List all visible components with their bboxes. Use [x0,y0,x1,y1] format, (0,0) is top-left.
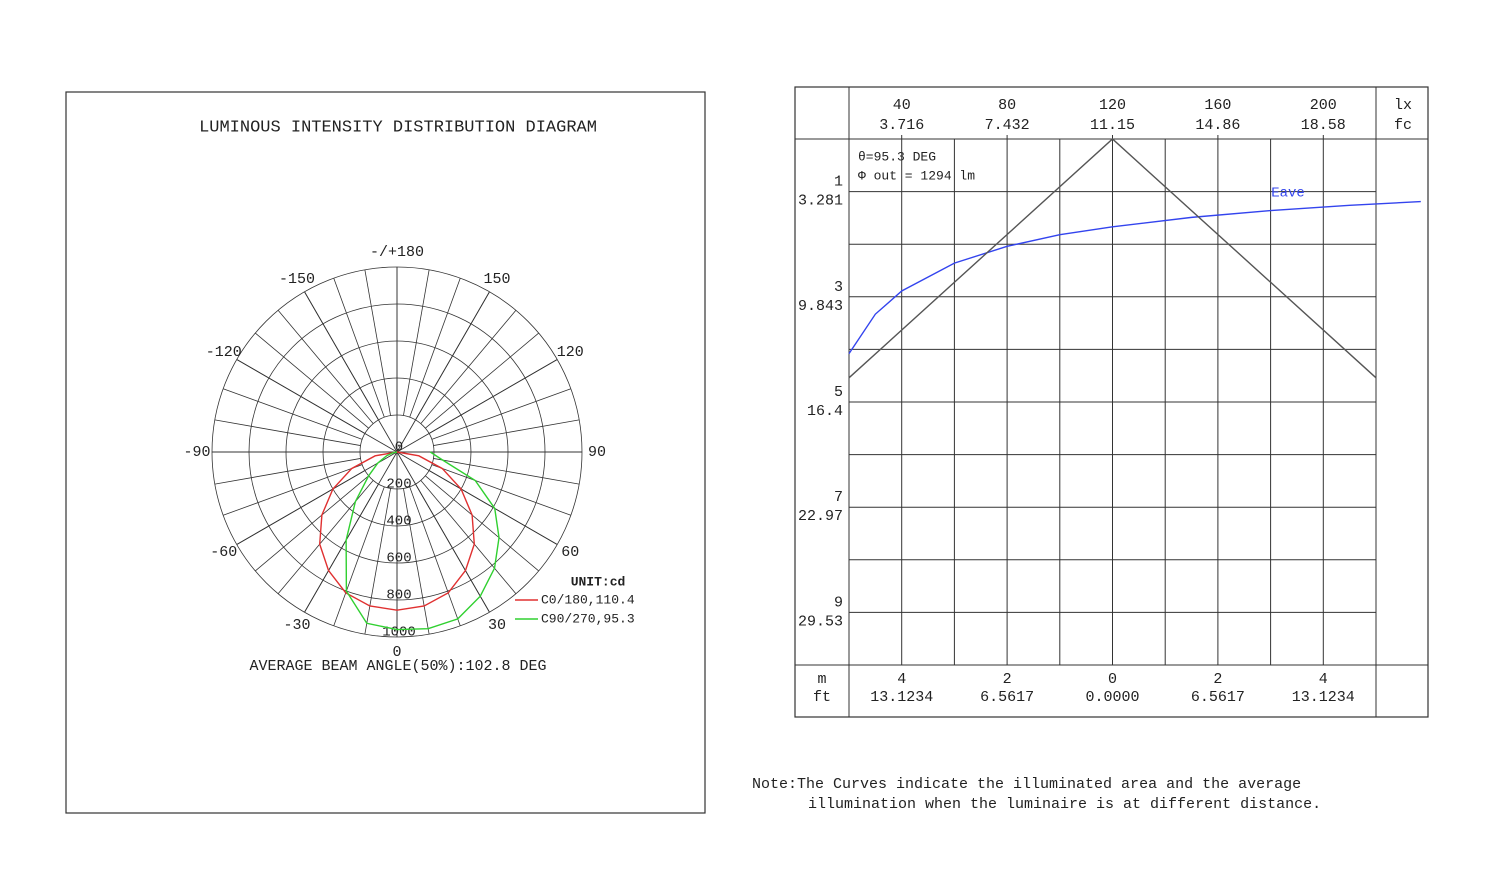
lux-tick-label: 160 [1204,97,1231,114]
lux-tick-label: 200 [1310,97,1337,114]
radial-label: 600 [386,551,411,567]
note-line: Note:The Curves indicate the illuminated… [752,776,1301,793]
x-tick-label-ft: 6.5617 [980,689,1034,706]
x-tick-label-ft: 6.5617 [1191,689,1245,706]
left-frame [65,91,706,814]
angle-label: 120 [557,344,584,361]
y-tick-label-ft: 16.4 [807,403,843,420]
angle-axis [396,291,490,453]
x-tick-label: 0 [1108,671,1117,688]
fc-unit: fc [1394,117,1412,134]
y-tick-label-ft: 3.281 [798,193,843,210]
ft-unit: ft [813,689,831,706]
angle-axis [236,359,398,453]
x-tick-label: 2 [1213,671,1222,688]
angle-label: 90 [588,444,606,461]
angle-note: θ=95.3 DEG [858,149,936,164]
fc-tick-label: 3.716 [879,117,924,134]
angle-label: 150 [483,271,510,288]
angle-label: -/+180 [370,244,424,261]
beam-angle: AVERAGE BEAM ANGLE(50%):102.8 DEG [249,658,546,675]
angle-axis [236,451,398,545]
x-tick-label-ft: 13.1234 [870,689,933,706]
angle-label: -30 [283,617,310,634]
flux-note: Φ out = 1294 lm [858,168,975,183]
table-border [794,86,1429,718]
lux-unit: lx [1394,97,1412,114]
series-label: Eave [1271,186,1305,202]
unit-label: UNIT:cd [571,574,626,589]
beam-cone [848,138,1377,379]
angle-axis [396,451,490,613]
y-tick-label-ft: 29.53 [798,613,843,630]
y-tick-label: 3 [834,279,843,296]
fc-tick-label: 7.432 [985,117,1030,134]
angle-label: 0 [392,644,401,661]
angle-label: -90 [183,444,210,461]
chart-title: LUMINOUS INTENSITY DISTRIBUTION DIAGRAM [199,118,597,137]
intensity-curve [345,451,500,631]
fc-tick-label: 18.58 [1301,117,1346,134]
angle-label: -150 [279,271,315,288]
y-tick-label: 9 [834,594,843,611]
angle-axis [304,291,398,453]
angle-axis [304,451,398,613]
x-tick-label: 2 [1003,671,1012,688]
fc-tick-label: 14.86 [1195,117,1240,134]
note-line: illumination when the luminaire is at di… [808,796,1321,813]
radial-label: 200 [386,477,411,493]
radial-label: 400 [386,514,411,530]
angle-label: 60 [561,544,579,561]
y-tick-label-ft: 9.843 [798,298,843,315]
y-tick-label: 5 [834,384,843,401]
legend-label: C90/270,95.3 [541,611,635,626]
fc-tick-label: 11.15 [1090,117,1135,134]
angle-axis [396,359,558,453]
y-tick-label: 1 [834,174,843,191]
x-tick-label-ft: 13.1234 [1292,689,1355,706]
angle-label: -60 [210,544,237,561]
lux-tick-label: 40 [893,97,911,114]
y-tick-label-ft: 22.97 [798,508,843,525]
m-unit: m [817,671,826,688]
radial-label: 800 [386,588,411,604]
x-tick-label: 4 [897,671,906,688]
angle-label: -120 [206,344,242,361]
lux-tick-label: 120 [1099,97,1126,114]
intensity-curve [318,451,476,611]
angle-axis [396,451,558,545]
x-tick-label: 4 [1319,671,1328,688]
lux-tick-label: 80 [998,97,1016,114]
y-tick-label: 7 [834,489,843,506]
radial-label: 0 [395,440,403,456]
average-illuminance-curve [848,200,1421,354]
legend-label: C0/180,110.4 [541,592,635,607]
x-tick-label-ft: 0.0000 [1085,689,1139,706]
angle-label: 30 [488,617,506,634]
